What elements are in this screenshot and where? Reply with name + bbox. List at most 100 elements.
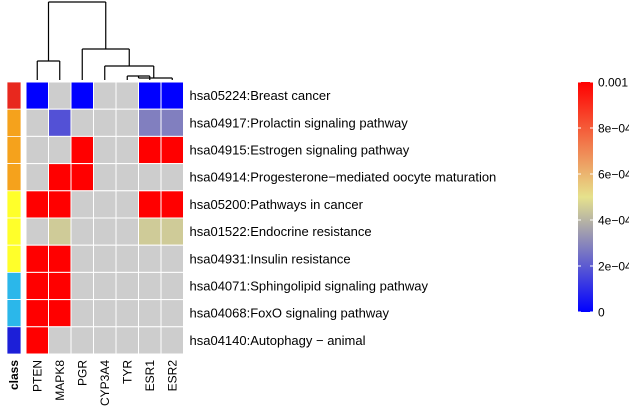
heatmap-cell — [138, 217, 162, 246]
heatmap-cell — [93, 108, 117, 137]
row-label: hsa05224:Breast cancer — [190, 88, 332, 103]
heatmap-cell — [70, 108, 94, 137]
heatmap-cell — [70, 244, 94, 273]
column-dendrogram — [36, 1, 173, 80]
heatmap-cell — [160, 81, 184, 110]
heatmap-cell — [25, 81, 49, 110]
row-label: hsa01522:Endocrine resistance — [190, 224, 372, 239]
heatmap-cell — [93, 163, 117, 192]
heatmap-cell — [160, 326, 184, 355]
heatmap-cell — [48, 108, 72, 137]
column-label: PGR — [75, 360, 89, 386]
heatmap-cell — [115, 244, 139, 273]
class-cell — [6, 326, 22, 355]
class-cell — [6, 81, 22, 110]
heatmap-cell — [93, 135, 117, 165]
heatmap-cell — [25, 135, 49, 165]
heatmap-cell — [25, 326, 49, 355]
class-cell — [6, 108, 22, 137]
heatmap-cell — [70, 217, 94, 246]
heatmap-cell — [115, 163, 139, 192]
heatmap-cell — [25, 217, 49, 246]
row-label: hsa04140:Autophagy − animal — [190, 333, 366, 348]
heatmap-cell — [93, 190, 117, 219]
colorbar-tick-label: 0.001 — [598, 76, 628, 90]
column-label: MAPK8 — [53, 360, 67, 401]
heatmap-cell — [48, 190, 72, 219]
row-label: hsa04071:Sphingolipid signaling pathway — [190, 279, 429, 294]
heatmap-cell — [48, 326, 72, 355]
heatmap-cell — [138, 299, 162, 328]
heatmap-cell — [160, 190, 184, 219]
heatmap-cell — [70, 271, 94, 301]
heatmap-cell — [160, 135, 184, 165]
heatmap-cell — [115, 108, 139, 137]
heatmap-cell — [115, 299, 139, 328]
heatmap-cell — [48, 271, 72, 301]
heatmap-cell — [160, 271, 184, 301]
colorbar-tick-label: 4e−04 — [598, 214, 629, 228]
heatmap-cell — [138, 81, 162, 110]
heatmap-cell — [115, 326, 139, 355]
heatmap-cell — [48, 244, 72, 273]
column-label: TYR — [120, 360, 134, 384]
column-label: ESR1 — [143, 360, 157, 392]
row-label: hsa04931:Insulin resistance — [190, 251, 351, 266]
heatmap-cell — [93, 299, 117, 328]
heatmap-cell — [138, 108, 162, 137]
heatmap-cell — [138, 163, 162, 192]
heatmap-cell — [70, 190, 94, 219]
colorbar: 0.001 8e−04 6e−04 4e−04 2e−04 0 — [578, 76, 629, 320]
row-labels: hsa05224:Breast cancer hsa04917:Prolactin… — [190, 88, 497, 348]
class-cell — [6, 299, 22, 328]
colorbar-tick-label: 2e−04 — [598, 260, 629, 274]
heatmap-cell — [48, 135, 72, 165]
class-cell — [6, 271, 22, 300]
row-label: hsa04068:FoxO signaling pathway — [190, 306, 390, 321]
heatmap-cell — [93, 326, 117, 355]
heatmap-cell — [115, 271, 139, 301]
class-cell — [6, 163, 22, 192]
heatmap-cell — [138, 244, 162, 273]
column-label: PTEN — [30, 360, 44, 392]
heatmap-cell — [138, 271, 162, 301]
heatmap-cell — [70, 135, 94, 165]
heatmap-cell — [48, 163, 72, 192]
heatmap-cell — [70, 326, 94, 355]
heatmap-cell — [138, 326, 162, 355]
heatmap-cell — [70, 81, 94, 110]
heatmap-cell — [25, 299, 49, 328]
heatmap-cell — [160, 217, 184, 246]
heatmap-cell — [48, 299, 72, 328]
column-label: ESR2 — [165, 360, 179, 392]
heatmap-cell — [160, 244, 184, 273]
colorbar-tick-label: 0 — [598, 306, 605, 320]
row-label: hsa04917:Prolactin signaling pathway — [190, 115, 409, 130]
heatmap-cell — [93, 271, 117, 301]
row-label: hsa04915:Estrogen signaling pathway — [190, 143, 410, 158]
heatmap-cell — [70, 299, 94, 328]
heatmap-cells — [25, 81, 184, 355]
heatmap-cell — [25, 163, 49, 192]
heatmap-cell — [115, 135, 139, 165]
heatmap-cell — [93, 244, 117, 273]
heatmap-cell — [160, 299, 184, 328]
row-label: hsa05200:Pathways in cancer — [190, 197, 364, 212]
heatmap-cell — [48, 217, 72, 246]
class-column-label: class — [7, 360, 21, 390]
heatmap-cell — [70, 163, 94, 192]
colorbar-tick-label: 8e−04 — [598, 122, 629, 136]
colorbar-ticks: 0.001 8e−04 6e−04 4e−04 2e−04 0 — [578, 76, 629, 320]
heatmap-cell — [25, 244, 49, 273]
heatmap-cell — [160, 108, 184, 137]
column-label: CYP3A4 — [98, 360, 112, 406]
heatmap-cell — [93, 81, 117, 110]
heatmap-cell — [138, 190, 162, 219]
class-cell — [6, 190, 22, 219]
colorbar-tick-label: 6e−04 — [598, 168, 629, 182]
heatmap-cell — [138, 135, 162, 165]
heatmap-cell — [160, 163, 184, 192]
heatmap-cell — [93, 217, 117, 246]
heatmap-cell — [115, 217, 139, 246]
class-cell — [6, 244, 22, 273]
